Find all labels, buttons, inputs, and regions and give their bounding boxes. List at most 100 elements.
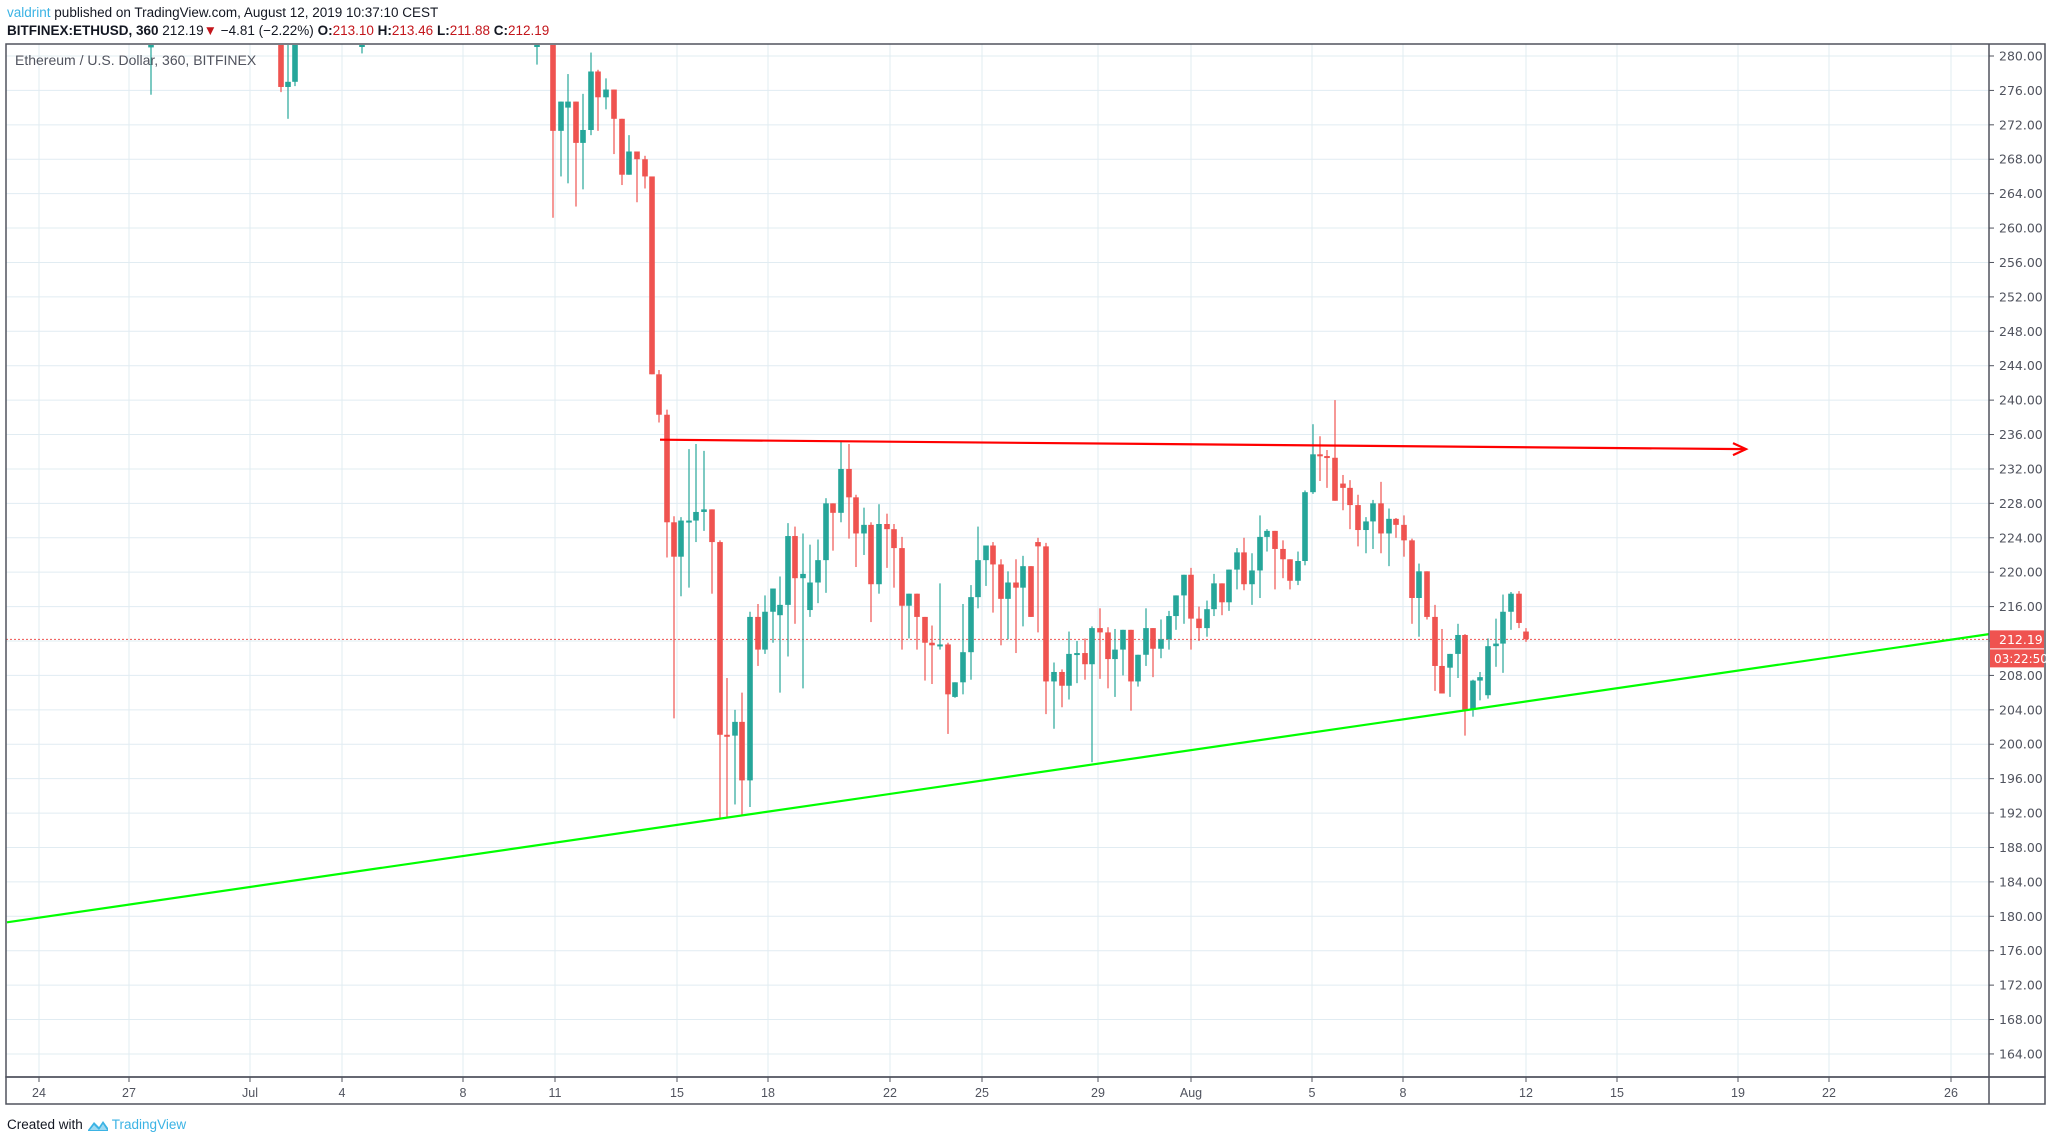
candle [968, 597, 974, 653]
candle [1332, 457, 1338, 501]
published-text: published on TradingView.com, August 12,… [54, 5, 439, 20]
candle [983, 545, 989, 561]
price-tick-label: 180.00 [1999, 909, 2043, 924]
candle [573, 101, 579, 143]
candle [1493, 643, 1499, 647]
candle [868, 524, 874, 585]
author-link[interactable]: valdrint [7, 5, 51, 20]
time-axis[interactable]: 24 27 Jul 4 8 11 15 18 22 25 29 Aug 5 8 12 15 19 22 26 [32, 1077, 1958, 1100]
candle [359, 45, 365, 47]
candle [1378, 503, 1384, 534]
candle [1347, 487, 1353, 506]
price-tick-label: 244.00 [1999, 358, 2043, 373]
candle [678, 520, 684, 557]
candle [580, 129, 586, 143]
candle [1188, 574, 1194, 619]
countdown-badge [1990, 649, 2044, 668]
candle [1508, 593, 1514, 612]
time-tick-label: 15 [1610, 1086, 1624, 1100]
price-tick-label: 236.00 [1999, 427, 2043, 442]
price-tick-label: 256.00 [1999, 255, 2043, 270]
candle [1074, 653, 1080, 656]
candle [1020, 566, 1026, 588]
candle [534, 45, 540, 47]
time-tick-label: 22 [1822, 1086, 1836, 1100]
time-tick-label: 4 [339, 1086, 346, 1100]
time-tick-label: 26 [1944, 1086, 1958, 1100]
price-tick-label: 272.00 [1999, 117, 2043, 132]
price-tick-label: 196.00 [1999, 771, 2043, 786]
support-trendline[interactable] [6, 633, 1990, 924]
candle [755, 616, 761, 650]
candle [595, 71, 601, 98]
candle [922, 616, 928, 643]
arrow-head-icon [1732, 442, 1749, 457]
candle [952, 682, 958, 697]
candle [717, 542, 723, 735]
candle [1226, 569, 1232, 603]
time-tick-label: Jul [242, 1086, 258, 1100]
candle [1035, 542, 1041, 547]
price-tick-label: 172.00 [1999, 978, 2043, 993]
candle [1158, 639, 1164, 649]
price-tick-label: 224.00 [1999, 530, 2043, 545]
candle [1257, 536, 1263, 571]
price-axis[interactable]: 280.00 276.00 272.00 268.00 264.00 260.00 256.… [1989, 49, 2046, 1062]
candle [1013, 582, 1019, 588]
candle [1066, 653, 1072, 686]
chart-grid [6, 44, 1989, 1077]
candle [1241, 552, 1247, 585]
candle [1051, 671, 1057, 682]
candle [823, 503, 829, 561]
candle [884, 524, 890, 530]
candle [701, 509, 707, 512]
candle [807, 582, 813, 611]
symbol-label: BITFINEX:ETHUSD, 360 [7, 23, 159, 38]
candle [649, 176, 655, 375]
time-tick-label: 25 [975, 1086, 989, 1100]
candle [278, 45, 284, 87]
candle [1097, 628, 1103, 633]
price-tick-label: 220.00 [1999, 565, 2043, 580]
tradingview-link[interactable]: TradingView [87, 1117, 186, 1132]
open-label: O: [317, 23, 333, 38]
candle [1523, 631, 1529, 640]
trendlines[interactable] [6, 438, 1990, 924]
price-tick-label: 268.00 [1999, 152, 2043, 167]
candle [1416, 571, 1422, 598]
price-tick-label: 232.00 [1999, 461, 2043, 476]
candle [846, 468, 852, 498]
time-tick-label: 18 [761, 1086, 775, 1100]
candle [732, 721, 738, 736]
candle [1485, 646, 1491, 696]
candle [1477, 677, 1483, 681]
time-tick-label: 12 [1519, 1086, 1533, 1100]
candle [777, 604, 783, 616]
candle [671, 522, 677, 557]
resistance-trendline[interactable] [659, 438, 1747, 451]
candle [1401, 524, 1407, 541]
price-tick-label: 204.00 [1999, 702, 2043, 717]
candle [1340, 483, 1346, 488]
candle [1082, 653, 1088, 665]
candle [1280, 548, 1286, 560]
low-label: L: [436, 23, 450, 38]
candle [686, 520, 692, 523]
candle [1355, 505, 1361, 531]
last-price: 212.19 [162, 23, 204, 38]
candle [1120, 629, 1126, 650]
price-tick-label: 248.00 [1999, 324, 2043, 339]
candle [899, 548, 905, 606]
candle [1059, 671, 1065, 686]
candle [792, 536, 798, 579]
current-price-badge [1990, 630, 2044, 649]
candle [1173, 595, 1179, 617]
price-tick-label: 200.00 [1999, 737, 2043, 752]
candle [876, 524, 882, 585]
price-tick-label: 176.00 [1999, 943, 2043, 958]
candle [830, 503, 836, 513]
candle [914, 593, 920, 617]
candle [1363, 521, 1369, 531]
candle [603, 89, 609, 98]
